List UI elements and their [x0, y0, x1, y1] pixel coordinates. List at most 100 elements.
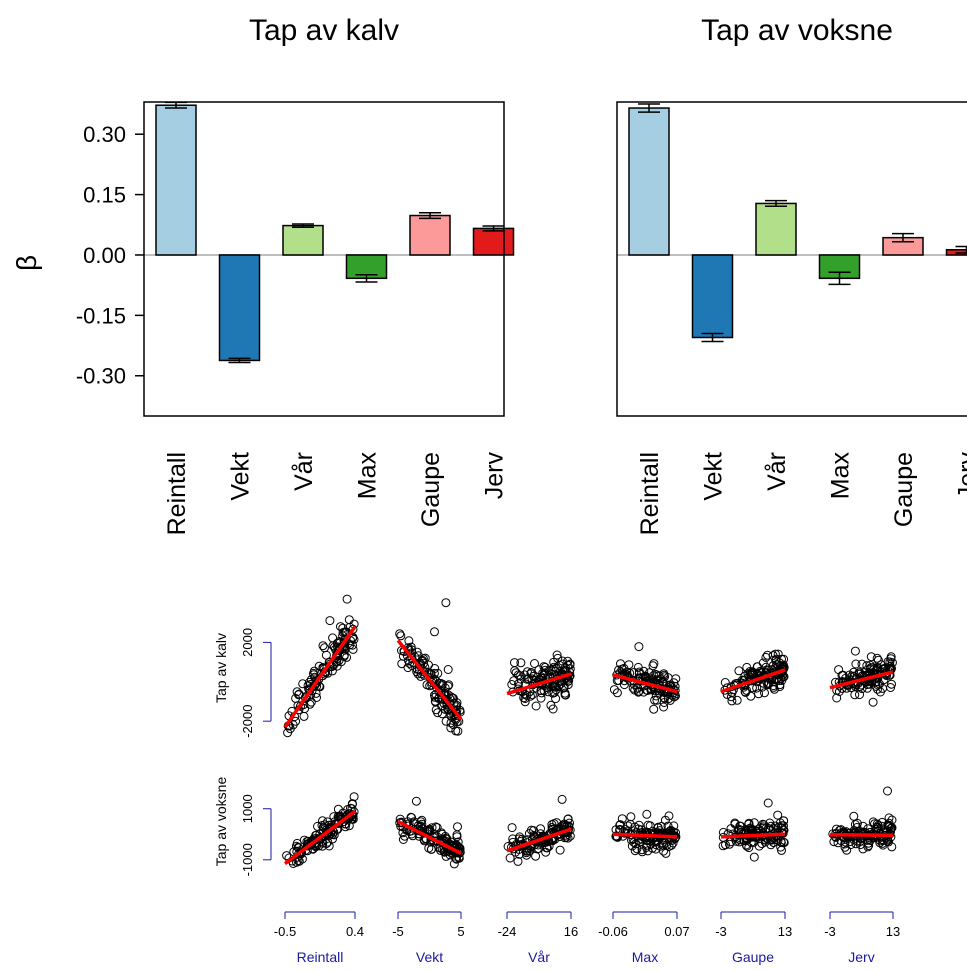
data-point: [887, 679, 896, 689]
x-tick-label: -0.06: [598, 924, 628, 939]
category-label-reintall: Reintall: [636, 452, 664, 535]
data-point: [612, 688, 622, 698]
data-point: [744, 843, 754, 853]
data-point: [617, 664, 627, 674]
data-point: [424, 843, 434, 853]
data-point: [452, 700, 462, 710]
data-point: [549, 657, 559, 667]
x-range-bracket-gaupe: [720, 911, 786, 919]
data-point: [886, 652, 896, 662]
data-point: [866, 652, 876, 662]
x-tick-label: -5: [392, 924, 404, 939]
scatter-panel-tap-av-voksne-gaupe: [718, 798, 789, 862]
bar-v-r: [282, 224, 324, 256]
category-label-max: Max: [354, 452, 382, 500]
data-point: [446, 723, 456, 733]
error-bar-gaupe: [419, 211, 441, 220]
x-range-bracket-max: [612, 911, 678, 919]
data-point: [531, 851, 541, 861]
data-point: [294, 849, 304, 859]
data-point: [430, 664, 440, 673]
scatter-panel-tap-av-voksne-max: [611, 809, 681, 858]
category-label-gaupe: Gaupe: [417, 452, 445, 527]
data-point: [505, 853, 515, 863]
category-label-v-r: Vår: [763, 452, 791, 491]
error-bar-vekt: [228, 357, 251, 364]
fit-line: [829, 833, 894, 838]
data-point: [563, 660, 573, 670]
data-point: [634, 642, 644, 652]
column-label-gaupe: Gaupe: [732, 949, 774, 965]
data-point: [508, 837, 518, 847]
data-point: [342, 594, 352, 604]
data-point: [398, 828, 408, 838]
data-point: [309, 668, 318, 678]
data-point: [609, 685, 619, 695]
category-label-gaupe: Gaupe: [890, 452, 918, 527]
scatter-panel-tap-av-kalv-max: [609, 642, 681, 714]
data-point: [507, 823, 517, 833]
category-label-vekt: Vekt: [227, 452, 255, 501]
data-point: [312, 693, 321, 702]
data-point: [773, 810, 783, 820]
data-point: [873, 655, 883, 665]
data-point: [779, 672, 789, 682]
data-point: [661, 848, 671, 858]
data-point: [543, 687, 553, 697]
data-point: [318, 641, 328, 651]
data-point: [873, 663, 883, 672]
data-point: [345, 640, 355, 650]
x-tick-label: 13: [886, 924, 900, 939]
data-point: [612, 670, 622, 680]
data-point: [659, 670, 669, 680]
data-point: [453, 822, 462, 832]
data-point: [453, 848, 463, 857]
data-point: [754, 824, 764, 834]
data-point: [840, 839, 850, 849]
data-point: [305, 840, 315, 850]
data-point: [420, 653, 430, 663]
data-point: [850, 646, 860, 656]
data-point: [521, 848, 531, 858]
data-point: [625, 819, 635, 829]
data-point: [322, 839, 331, 849]
category-label-reintall: Reintall: [163, 452, 191, 535]
x-range-bracket-jerv: [829, 911, 894, 919]
scatter-panel-tap-av-voksne-v-r: [503, 794, 575, 866]
data-point: [862, 683, 872, 693]
data-point: [857, 659, 867, 669]
data-point: [406, 812, 416, 822]
scatter-panel-tap-av-kalv-jerv: [829, 646, 897, 707]
data-point: [539, 686, 549, 696]
data-point: [344, 615, 354, 625]
bar-reintall: [628, 107, 670, 256]
data-point: [883, 786, 892, 796]
data-point: [761, 662, 771, 672]
data-point: [452, 830, 462, 840]
data-point: [760, 688, 769, 698]
row-label-tap-av-kalv: Tap av kalv: [213, 633, 229, 703]
fit-line: [612, 832, 678, 839]
data-point: [768, 838, 778, 847]
column-label-max: Max: [632, 949, 658, 965]
data-point: [340, 822, 350, 832]
data-point: [300, 692, 310, 702]
data-point: [441, 598, 451, 608]
data-point: [395, 629, 405, 639]
data-point: [763, 650, 772, 660]
data-point: [320, 643, 329, 653]
data-point: [656, 821, 666, 831]
x-tick-label: 0.4: [346, 924, 364, 939]
data-point: [516, 658, 526, 668]
x-range-bracket-vekt: [397, 911, 462, 919]
data-point: [720, 678, 730, 687]
scatter-matrix: Tap av kalv 2000 -2000 Tap av voksne 1000 -10…: [213, 594, 900, 965]
data-point: [834, 687, 844, 696]
data-point: [425, 825, 434, 835]
data-point: [733, 825, 743, 835]
column-label-v-r: Vår: [528, 949, 550, 965]
data-point: [329, 812, 339, 822]
x-range-bracket-reintall: [284, 911, 356, 919]
bar-gaupe: [409, 214, 451, 256]
data-point: [524, 829, 534, 838]
